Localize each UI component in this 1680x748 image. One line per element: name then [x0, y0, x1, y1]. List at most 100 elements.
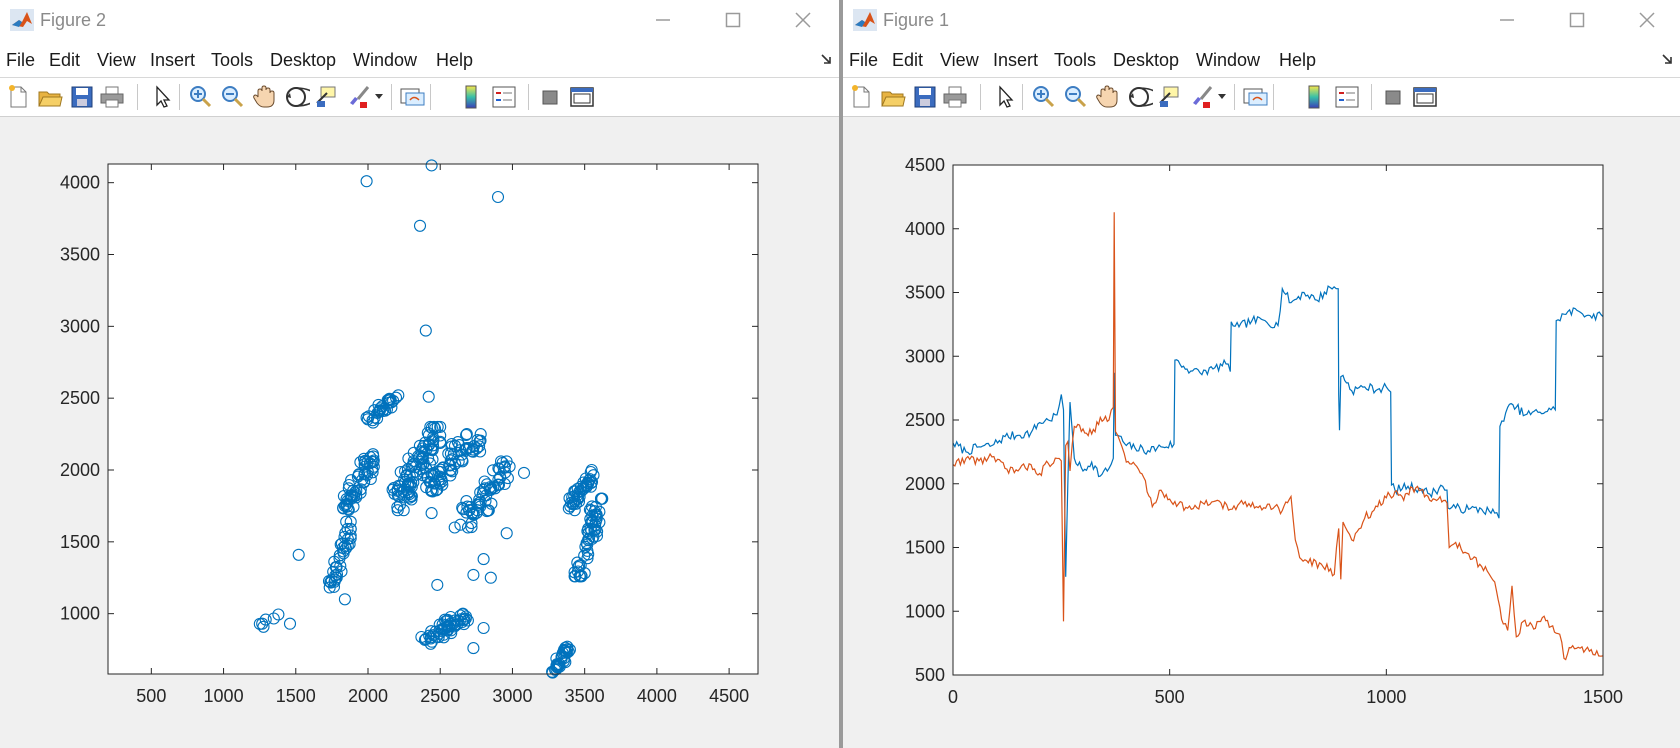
zoom-out-icon[interactable]	[218, 83, 246, 111]
menu-file[interactable]: File	[6, 50, 36, 70]
scatter-point	[392, 479, 405, 492]
brush-dropdown-icon[interactable]	[375, 94, 383, 100]
link-plot-icon[interactable]	[398, 83, 426, 111]
menu-window[interactable]: Window	[1196, 50, 1261, 70]
window-title: Figure 2	[40, 10, 107, 30]
hide-plot-tools-icon[interactable]	[1379, 83, 1407, 111]
zoom-in-icon[interactable]	[1029, 83, 1057, 111]
colorbar-icon[interactable]	[457, 83, 485, 111]
scatter-point	[366, 414, 379, 427]
brush-icon[interactable]	[346, 83, 374, 111]
scatter-point	[334, 538, 347, 551]
dock-arrow-icon[interactable]	[821, 53, 833, 65]
y-tick-label: 1500	[60, 532, 100, 552]
minimize-button[interactable]	[1484, 4, 1530, 36]
menu-tools[interactable]: Tools	[1054, 50, 1097, 70]
maximize-button[interactable]	[710, 4, 756, 36]
data-cursor-icon[interactable]	[1156, 83, 1184, 111]
legend-icon[interactable]	[1333, 83, 1361, 111]
scatter-point	[448, 521, 461, 534]
scatter-point	[467, 568, 480, 581]
scatter-point	[492, 478, 506, 491]
colorbar-icon[interactable]	[1300, 83, 1328, 111]
scatter-point	[420, 443, 433, 456]
pointer-arrow-icon[interactable]	[148, 83, 176, 111]
scatter-point	[442, 447, 455, 460]
menu-tools[interactable]: Tools	[211, 50, 254, 70]
scatter-point	[467, 642, 480, 655]
print-icon[interactable]	[941, 83, 969, 111]
figure-toolbar	[0, 78, 839, 117]
close-button[interactable]	[780, 4, 826, 36]
menu-view[interactable]: View	[940, 50, 979, 70]
menu-window[interactable]: Window	[353, 50, 418, 70]
brush-icon[interactable]	[1189, 83, 1217, 111]
dock-arrow-icon[interactable]	[1662, 53, 1674, 65]
open-file-icon[interactable]	[36, 83, 64, 111]
pointer-arrow-icon[interactable]	[991, 83, 1019, 111]
new-figure-icon[interactable]	[4, 83, 32, 111]
menu-bar: File Edit View Insert Tools Desktop Wind…	[0, 41, 839, 78]
menu-edit[interactable]: Edit	[49, 50, 81, 70]
scatter-point	[352, 468, 366, 481]
menu-help[interactable]: Help	[436, 50, 474, 70]
menu-desktop[interactable]: Desktop	[270, 50, 337, 70]
scatter-point	[456, 503, 470, 516]
x-tick-label: 2000	[348, 686, 388, 706]
menu-view[interactable]: View	[97, 50, 136, 70]
matlab-logo-icon	[10, 9, 34, 31]
scatter-point	[335, 537, 348, 550]
scatter-point	[433, 470, 446, 483]
title-bar[interactable]: Figure 1	[843, 0, 1680, 41]
rotate-3d-icon[interactable]	[1125, 83, 1153, 111]
pan-hand-icon[interactable]	[250, 83, 278, 111]
zoom-in-icon[interactable]	[186, 83, 214, 111]
menu-insert[interactable]: Insert	[993, 50, 1039, 70]
minimize-button[interactable]	[640, 4, 686, 36]
x-tick-label: 1000	[204, 686, 244, 706]
save-icon[interactable]	[68, 83, 96, 111]
scatter-point	[461, 521, 475, 534]
save-icon[interactable]	[911, 83, 939, 111]
maximize-button[interactable]	[1554, 4, 1600, 36]
show-plot-tools-icon[interactable]	[1411, 83, 1439, 111]
toolbar-separator	[528, 84, 529, 110]
pan-hand-icon[interactable]	[1093, 83, 1121, 111]
scatter-point	[454, 444, 467, 457]
scatter-point	[267, 612, 280, 625]
menu-edit[interactable]: Edit	[892, 50, 924, 70]
scatter-chart[interactable]: 500 1000 1500 2000 2500 3000 3500 4000 4500 1000 1…	[0, 117, 839, 748]
close-button[interactable]	[1624, 4, 1670, 36]
open-file-icon[interactable]	[879, 83, 907, 111]
scatter-point	[366, 466, 379, 479]
scatter-point	[426, 443, 439, 456]
figure-toolbar	[843, 78, 1680, 117]
scatter-axes-frame	[108, 164, 758, 674]
menu-desktop[interactable]: Desktop	[1113, 50, 1180, 70]
title-bar[interactable]: Figure 2	[0, 0, 839, 41]
link-plot-icon[interactable]	[1241, 83, 1269, 111]
brush-dropdown-icon[interactable]	[1218, 94, 1226, 100]
y-tick-label: 1000	[905, 601, 945, 621]
hide-plot-tools-icon[interactable]	[536, 83, 564, 111]
legend-icon[interactable]	[490, 83, 518, 111]
menu-file[interactable]: File	[849, 50, 879, 70]
scatter-point	[432, 465, 445, 478]
y-tick-label: 4500	[905, 155, 945, 175]
print-icon[interactable]	[98, 83, 126, 111]
menu-help[interactable]: Help	[1279, 50, 1317, 70]
menu-insert[interactable]: Insert	[150, 50, 196, 70]
scatter-point	[337, 545, 350, 558]
data-cursor-icon[interactable]	[313, 83, 341, 111]
zoom-out-icon[interactable]	[1061, 83, 1089, 111]
scatter-point	[476, 487, 489, 500]
x-tick-label: 3500	[565, 686, 605, 706]
scatter-point	[405, 493, 418, 506]
new-figure-icon[interactable]	[847, 83, 875, 111]
matlab-logo-icon	[853, 9, 877, 31]
scatter-point	[398, 491, 411, 504]
rotate-3d-icon[interactable]	[282, 83, 310, 111]
line-chart[interactable]: 0 500 1000 15005001000150020002500300035004…	[843, 117, 1680, 748]
show-plot-tools-icon[interactable]	[568, 83, 596, 111]
scatter-point	[431, 420, 444, 433]
